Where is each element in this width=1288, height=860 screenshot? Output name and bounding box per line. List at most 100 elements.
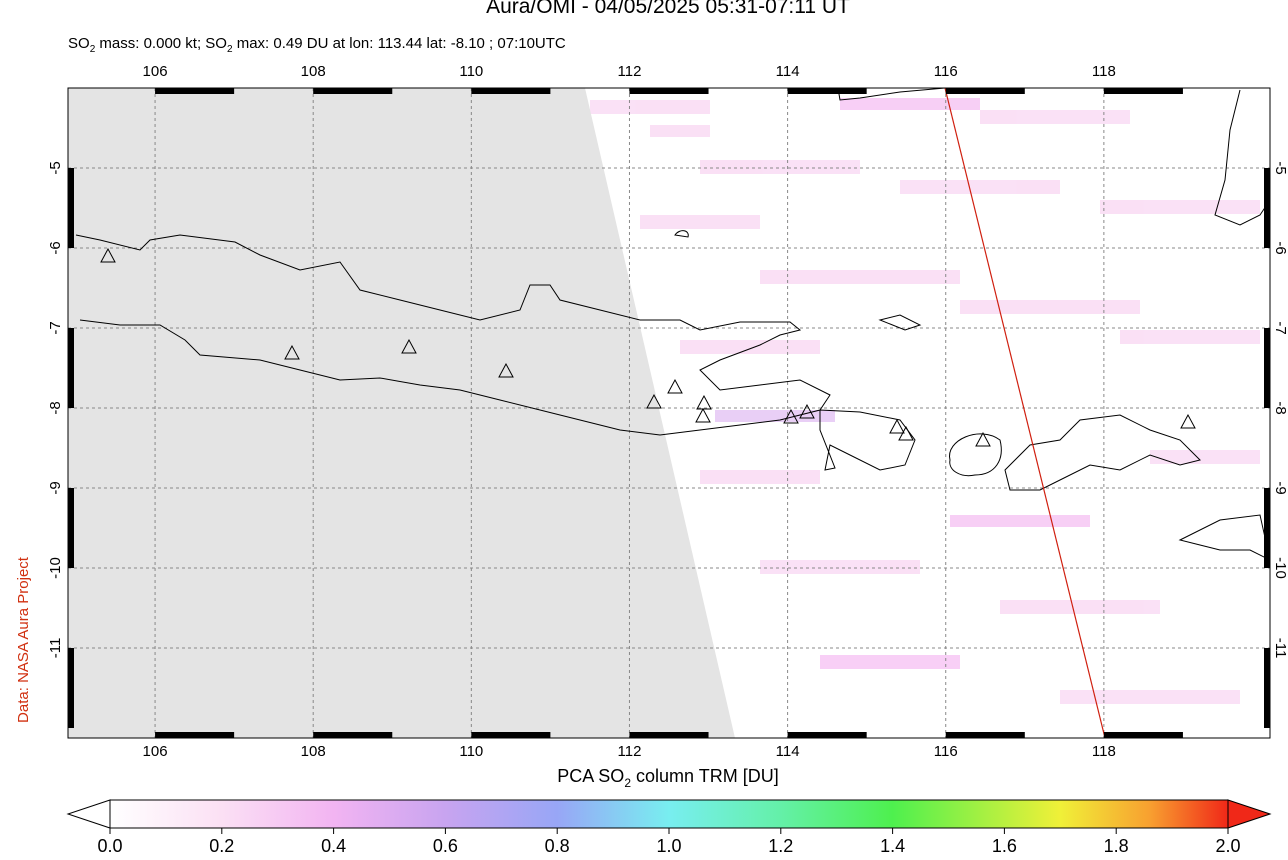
lon-tick-label: 108 bbox=[301, 743, 326, 760]
colorbar-tick-label: 0.8 bbox=[545, 836, 570, 855]
lon-tick-label: 112 bbox=[618, 743, 642, 760]
lat-tick-label: -10 bbox=[47, 557, 64, 579]
frame-bar bbox=[68, 488, 74, 568]
lon-tick-label: 114 bbox=[776, 743, 800, 760]
tick-labels: 106 106 108 108 110 110 112 112 114 114 116 116 118 1… bbox=[47, 63, 1288, 760]
colorbar-label-sub: 2 bbox=[624, 776, 631, 790]
no-data-area bbox=[68, 88, 735, 738]
volcano-marker bbox=[975, 431, 991, 447]
frame-bar bbox=[1264, 648, 1270, 728]
frame-bar bbox=[68, 328, 74, 408]
lat-tick-label: -11 bbox=[47, 638, 64, 659]
lat-tick-label: -7 bbox=[47, 321, 64, 334]
frame-bar bbox=[945, 88, 1025, 94]
colorbar-tick-label: 1.8 bbox=[1104, 836, 1129, 855]
frame-bar bbox=[68, 648, 74, 728]
colorbar-label: PCA SO2 column TRM [DU] bbox=[557, 766, 778, 790]
lat-tick-label: -5 bbox=[47, 161, 64, 174]
lat-tick-label: -10 bbox=[1272, 557, 1288, 579]
orbit-track bbox=[944, 88, 1106, 738]
subtitle: SO2 mass: 0.000 kt; SO2 max: 0.49 DU at … bbox=[68, 35, 566, 55]
volcano-marker bbox=[1180, 413, 1196, 429]
grid bbox=[68, 88, 1270, 738]
subtitle-sub: 2 bbox=[90, 44, 96, 55]
frame-bar bbox=[787, 732, 867, 738]
subtitle-part: SO bbox=[68, 35, 90, 52]
subtitle-part: max: 0.49 DU at lon: 113.44 lat: -8.10 ;… bbox=[233, 35, 566, 52]
lat-tick-label: -6 bbox=[47, 241, 64, 254]
frame-bar bbox=[1103, 88, 1183, 94]
colorbar-label-part: PCA SO bbox=[557, 766, 624, 786]
volcano-marker bbox=[889, 418, 905, 434]
colorbar-tick-label: 0.0 bbox=[97, 836, 122, 855]
colorbar-min-arrow bbox=[66, 799, 111, 829]
volcano-marker bbox=[667, 378, 683, 394]
lon-tick-label: 106 bbox=[143, 743, 168, 760]
colorbar-tick-label: 2.0 bbox=[1215, 836, 1240, 855]
lon-tick-label: 118 bbox=[1092, 743, 1116, 760]
colorbar-max-arrow bbox=[1227, 799, 1272, 829]
lat-tick-label: -9 bbox=[47, 481, 64, 494]
so2-swath bbox=[590, 98, 1260, 704]
volcano-marker bbox=[783, 408, 799, 424]
colorbar-label-part: column TRM [DU] bbox=[631, 766, 779, 786]
frame-bar bbox=[155, 732, 235, 738]
volcano-marker bbox=[498, 362, 514, 378]
colorbar bbox=[109, 799, 1229, 829]
frame-bar bbox=[313, 88, 393, 94]
frame-bar bbox=[629, 732, 709, 738]
frame-bar bbox=[155, 88, 235, 94]
colorbar-tick-label: 0.6 bbox=[433, 836, 458, 855]
lat-tick-label: -6 bbox=[1272, 241, 1288, 254]
frame-bar bbox=[471, 732, 551, 738]
lat-tick-label: -8 bbox=[1272, 401, 1288, 414]
frame-bar bbox=[945, 732, 1025, 738]
colorbar-tick-label: 1.0 bbox=[656, 836, 681, 855]
frame-border bbox=[67, 87, 1271, 739]
map-frame bbox=[67, 87, 1271, 739]
volcano-marker bbox=[284, 344, 300, 360]
volcano-marker bbox=[401, 338, 417, 354]
colorbar-tick-label: 0.2 bbox=[209, 836, 234, 855]
volcano-marker bbox=[898, 425, 914, 441]
lon-tick-label: 114 bbox=[776, 63, 800, 80]
map-area bbox=[68, 88, 1270, 738]
frame-bar bbox=[471, 88, 551, 94]
frame-bar bbox=[313, 732, 393, 738]
subtitle-sub: 2 bbox=[227, 44, 233, 55]
lat-tick-label: -11 bbox=[1272, 638, 1288, 659]
side-label: Data: NASA Aura Project bbox=[15, 556, 32, 723]
frame-bar bbox=[629, 88, 709, 94]
colorbar-tick-label: 1.4 bbox=[880, 836, 905, 855]
lon-tick-label: 110 bbox=[459, 63, 483, 80]
lon-tick-label: 108 bbox=[301, 63, 326, 80]
frame-bar bbox=[1103, 732, 1183, 738]
volcano-marker bbox=[696, 394, 712, 410]
lon-tick-label: 110 bbox=[459, 743, 483, 760]
frame-bar bbox=[1264, 328, 1270, 408]
colorbar-tick-label: 1.2 bbox=[768, 836, 793, 855]
lat-tick-label: -8 bbox=[47, 401, 64, 414]
lon-tick-label: 116 bbox=[934, 743, 958, 760]
colorbar-ticks: 0.0 0.2 0.4 0.6 0.8 1.0 1.2 1.4 1.6 1.8 2.0 bbox=[97, 828, 1241, 856]
colorbar-tick-label: 1.6 bbox=[992, 836, 1017, 855]
lat-tick-label: -5 bbox=[1272, 161, 1288, 174]
lon-tick-label: 116 bbox=[934, 63, 958, 80]
subtitle-part: mass: 0.000 kt; SO bbox=[95, 35, 227, 52]
frame-bar bbox=[68, 168, 74, 248]
lon-tick-label: 118 bbox=[1092, 63, 1116, 80]
frame-bar bbox=[1264, 488, 1270, 568]
volcano-marker bbox=[799, 403, 815, 419]
lon-tick-label: 106 bbox=[143, 63, 168, 80]
volcano-marker bbox=[695, 407, 711, 423]
frame-bar bbox=[787, 88, 867, 94]
volcano-marker bbox=[100, 247, 116, 263]
lon-tick-label: 112 bbox=[618, 63, 642, 80]
coastlines bbox=[75, 88, 1270, 561]
volcanoes bbox=[100, 247, 1196, 447]
frame-bar bbox=[1264, 168, 1270, 248]
colorbar-tick-label: 0.4 bbox=[321, 836, 346, 855]
volcano-marker bbox=[646, 393, 662, 409]
title: Aura/OMI - 04/05/2025 05:31-07:11 UT bbox=[486, 0, 850, 18]
